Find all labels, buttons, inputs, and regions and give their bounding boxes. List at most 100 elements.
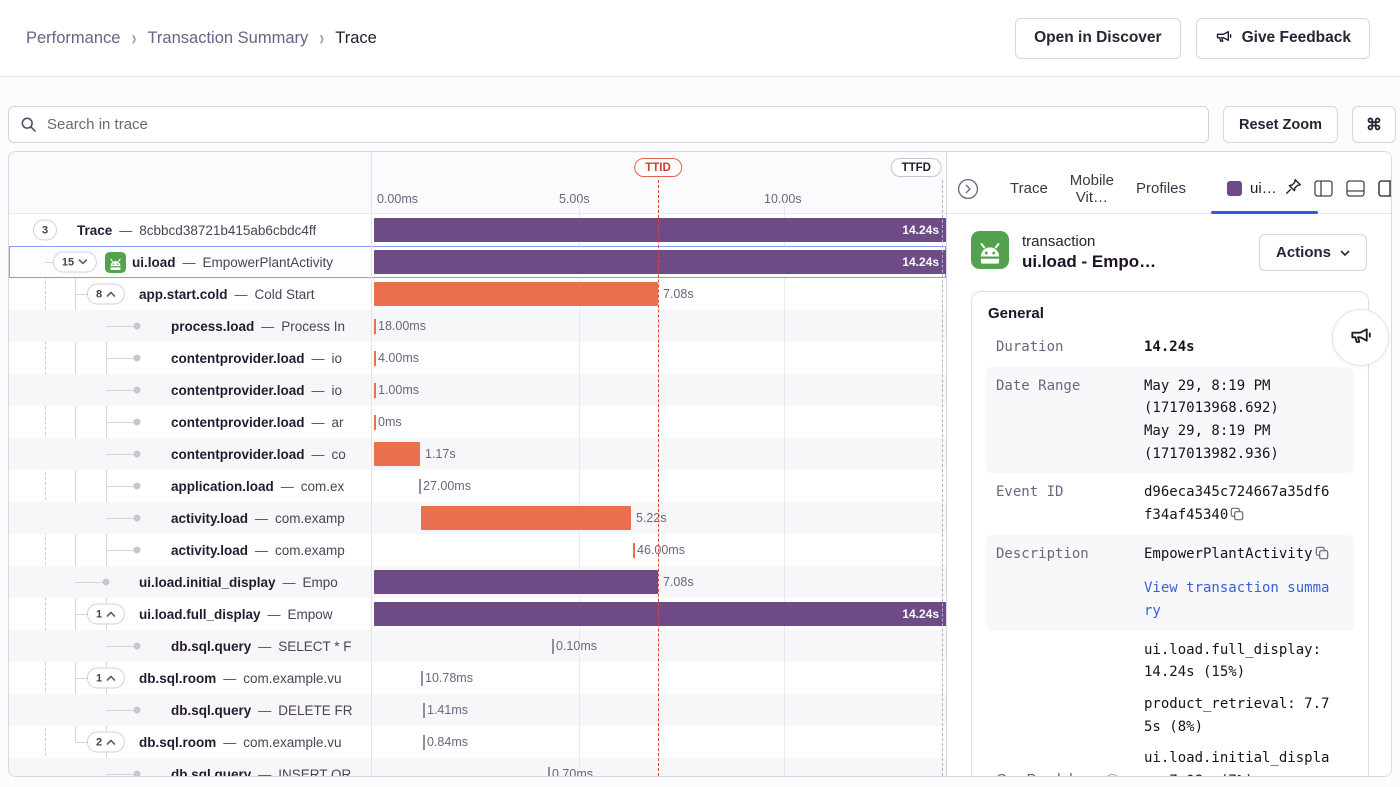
shortcut-button[interactable]: ⌘ <box>1352 106 1396 143</box>
span-duration-label: 10.78ms <box>425 671 473 685</box>
span-row[interactable]: db.sql.query — SELECT * F 0.10ms <box>9 630 946 662</box>
tree-connector <box>106 390 137 391</box>
span-tree-cell: ui.load.initial_display — Empo <box>9 566 372 598</box>
actions-button[interactable]: Actions <box>1258 234 1367 271</box>
span-row[interactable]: contentprovider.load — io 4.00ms <box>9 342 946 374</box>
span-row[interactable]: 15 ui.load — EmpowerPlantActivity 14.24s <box>9 246 946 278</box>
tab-trace[interactable]: Trace <box>999 164 1059 213</box>
span-bar-cell[interactable]: 7.08s <box>372 278 946 310</box>
span-bar-cell[interactable]: 5.22s <box>372 502 946 534</box>
tab-active-span[interactable]: ui… <box>1211 164 1318 214</box>
span-bar-cell[interactable]: 1.17s <box>372 438 946 470</box>
span-description: com.example.vu <box>243 734 342 750</box>
span-row[interactable]: process.load — Process In 18.00ms <box>9 310 946 342</box>
span-duration-label: 0ms <box>378 415 402 429</box>
span-bar-cell[interactable]: 18.00ms <box>372 310 946 342</box>
expand-toggle-pill[interactable]: 1 <box>86 667 126 689</box>
span-row[interactable]: contentprovider.load — io 1.00ms <box>9 374 946 406</box>
chevron-up-icon <box>106 675 116 682</box>
span-bar-cell[interactable]: 46.00ms <box>372 534 946 566</box>
tab-mobilevit[interactable]: Mobile Vit… <box>1059 164 1125 213</box>
span-row[interactable]: activity.load — com.examp 46.00ms <box>9 534 946 566</box>
span-duration-tick <box>374 319 376 334</box>
span-duration-label: 14.24s <box>902 255 939 269</box>
span-row[interactable]: 2 db.sql.room — com.example.vu 0.84ms <box>9 726 946 758</box>
leaf-dot <box>133 546 141 554</box>
span-duration-label: 46.00ms <box>637 543 685 557</box>
breadcrumb-item[interactable]: Transaction Summary <box>147 28 309 47</box>
expand-toggle-pill[interactable]: 1 <box>86 603 126 625</box>
kv-key: Event ID <box>996 484 1064 501</box>
op-desc-separator: — <box>182 254 196 270</box>
span-tree-cell: 1 ui.load.full_display — Empow <box>9 598 372 630</box>
expand-toggle-pill[interactable]: 15 <box>52 251 98 273</box>
axis-tick-label: 10.00s <box>764 192 802 206</box>
span-row[interactable]: 1 ui.load.full_display — Empow 14.24s <box>9 598 946 630</box>
span-duration-label: 1.41ms <box>427 703 468 717</box>
span-duration-bar <box>421 506 631 530</box>
span-row[interactable]: 1 db.sql.room — com.example.vu 10.78ms <box>9 662 946 694</box>
layout-right-icon[interactable] <box>1377 180 1391 197</box>
span-row[interactable]: ui.load.initial_display — Empo 7.08s <box>9 566 946 598</box>
feedback-fab[interactable] <box>1332 309 1389 366</box>
span-row[interactable]: activity.load — com.examp 5.22s <box>9 502 946 534</box>
span-row[interactable]: application.load — com.ex 27.00ms <box>9 470 946 502</box>
span-row[interactable]: contentprovider.load — ar 0ms <box>9 406 946 438</box>
give-feedback-button[interactable]: Give Feedback <box>1195 17 1370 59</box>
axis-tick-label: 5.00s <box>559 192 590 206</box>
span-row[interactable]: contentprovider.load — co 1.17s <box>9 438 946 470</box>
span-op: ui.load.full_display <box>139 606 261 622</box>
expand-toggle-pill[interactable]: 3 <box>32 219 58 241</box>
span-bar-cell[interactable]: 0.10ms <box>372 630 946 662</box>
span-bar-cell[interactable]: 1.00ms <box>372 374 946 406</box>
view-transaction-summary-link[interactable]: View transaction summary <box>1144 580 1330 620</box>
span-bar-cell[interactable]: 7.08s <box>372 566 946 598</box>
span-description: com.ex <box>300 478 345 494</box>
span-row[interactable]: db.sql.query — DELETE FR 1.41ms <box>9 694 946 726</box>
span-bar-cell[interactable]: 0ms <box>372 406 946 438</box>
span-op: ui.load <box>132 254 176 270</box>
expand-toggle-pill[interactable]: 2 <box>86 731 126 753</box>
child-count: 3 <box>41 224 49 236</box>
pin-tab-icon[interactable] <box>1285 178 1302 200</box>
layout-left-icon[interactable] <box>1314 180 1333 197</box>
breadcrumb-item[interactable]: Performance <box>26 28 121 47</box>
breadcrumb: Performance › Transaction Summary › Trace <box>26 26 377 50</box>
expand-panel-icon[interactable] <box>957 178 979 200</box>
span-description: io <box>331 382 343 398</box>
child-count: 1 <box>95 672 103 684</box>
expand-toggle-pill[interactable]: 8 <box>86 283 126 305</box>
span-duration-label: 4.00ms <box>378 351 419 365</box>
span-duration-label: 7.08s <box>663 575 694 589</box>
breadcrumb-separator-icon: › <box>131 26 137 50</box>
span-tree-cell: contentprovider.load — co <box>9 438 372 470</box>
copy-icon[interactable] <box>1230 507 1244 521</box>
span-bar-cell[interactable]: 27.00ms <box>372 470 946 502</box>
span-duration-bar <box>374 602 946 626</box>
span-bar-cell[interactable]: 14.24s <box>372 598 946 630</box>
span-bar-cell[interactable]: 4.00ms <box>372 342 946 374</box>
tree-connector <box>106 422 137 423</box>
reset-zoom-button[interactable]: Reset Zoom <box>1223 106 1338 143</box>
span-row[interactable]: db.sql.query — INSERT OR 0.70ms <box>9 758 946 776</box>
span-bar-cell[interactable]: 14.24s <box>372 214 946 246</box>
span-bar-cell[interactable]: 1.41ms <box>372 694 946 726</box>
span-duration-tick <box>419 479 421 494</box>
span-description: DELETE FR <box>278 702 353 718</box>
span-bar-cell[interactable]: 0.84ms <box>372 726 946 758</box>
span-row[interactable]: 3 Trace — 8cbbcd38721b415ab6cbdc4ff 14.24s <box>9 214 946 246</box>
kv-key: Ops Breakdown <box>996 769 1099 776</box>
span-rows: 3 Trace —8cbbcd38721b415ab6cbdc4ff 14.24s 15… <box>9 214 946 776</box>
help-icon[interactable]: ? <box>1105 773 1121 776</box>
span-bar-cell[interactable]: 0.70ms <box>372 758 946 776</box>
copy-icon[interactable] <box>1315 546 1329 560</box>
layout-bottom-icon[interactable] <box>1346 180 1365 197</box>
kv-key: Duration <box>996 339 1064 355</box>
search-input[interactable] <box>8 106 1209 143</box>
span-bar-cell[interactable]: 10.78ms <box>372 662 946 694</box>
tab-profiles[interactable]: Profiles <box>1125 164 1197 213</box>
op-desc-separator: — <box>267 606 281 622</box>
span-row[interactable]: 8 app.start.cold — Cold Start 7.08s <box>9 278 946 310</box>
open-in-discover-button[interactable]: Open in Discover <box>1015 17 1181 59</box>
span-bar-cell[interactable]: 14.24s <box>372 246 946 278</box>
